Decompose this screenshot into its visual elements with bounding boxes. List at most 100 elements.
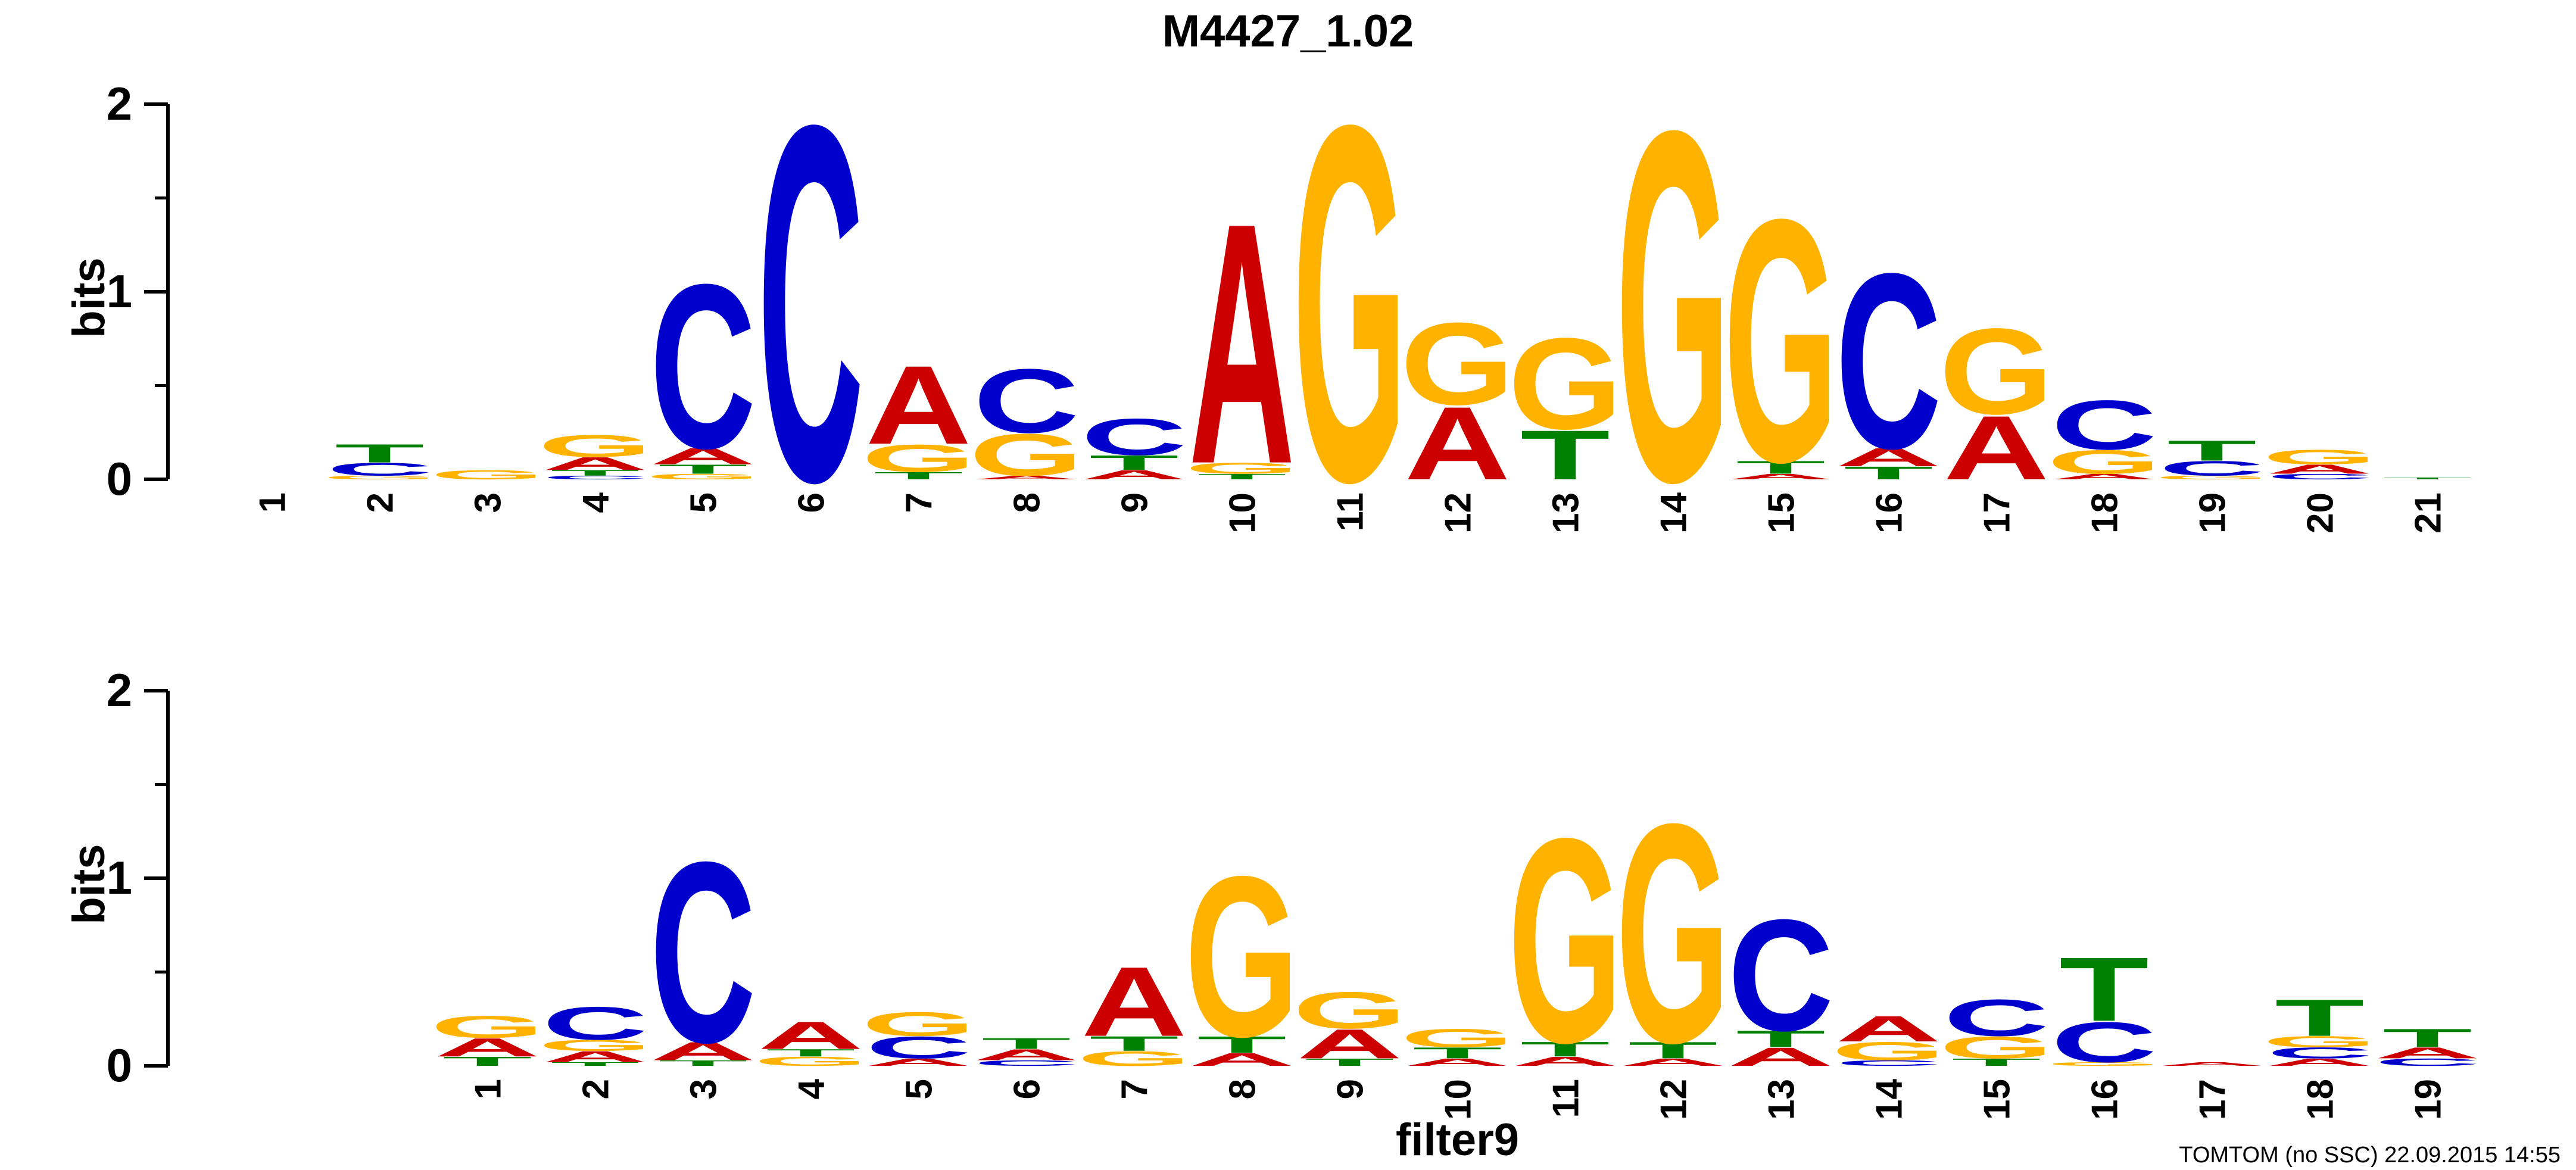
bottom-logo-letter-T: T bbox=[1628, 1037, 1717, 1063]
top-logo-letter-C: C bbox=[1081, 408, 1187, 466]
top-logo-letter-T: T bbox=[550, 469, 640, 478]
top-y-axis-label: bits bbox=[64, 257, 114, 338]
top-logo-letter-C: C bbox=[758, 21, 864, 588]
top-position-label: 18 bbox=[2085, 492, 2126, 533]
top-logo-letter-G: G bbox=[1401, 299, 1515, 430]
top-logo-letter-C: C bbox=[974, 350, 1080, 452]
top-logo-letter-T: T bbox=[1089, 451, 1178, 475]
top-logo-letter-A: A bbox=[866, 343, 972, 467]
bottom-logo-letter-T: T bbox=[1089, 1032, 1178, 1055]
bottom-y-tick-label: 1 bbox=[107, 851, 132, 904]
top-logo-letter-G: G bbox=[969, 422, 1084, 488]
top-position-label: 7 bbox=[899, 492, 940, 513]
bottom-logo-letter-T: T bbox=[2382, 1024, 2472, 1053]
bottom-position-label: 13 bbox=[1761, 1079, 1802, 1120]
bottom-y-tick-label: 0 bbox=[107, 1039, 132, 1091]
bottom-logo-letter-C: C bbox=[650, 808, 756, 1096]
top-y-tick-label: 0 bbox=[107, 453, 132, 505]
bottom-position-label: 17 bbox=[2193, 1079, 2234, 1120]
top-logo-letter-G: G bbox=[538, 429, 653, 464]
bottom-logo-letter-A: A bbox=[1512, 1054, 1618, 1068]
bottom-logo-letter-T: T bbox=[1197, 1031, 1286, 1057]
top-logo-letter-T: T bbox=[2382, 477, 2472, 480]
bottom-logo-letter-A: A bbox=[1189, 1049, 1295, 1069]
top-logo-letter-G: G bbox=[862, 436, 976, 480]
top-logo-letter-G: G bbox=[1724, 147, 1838, 534]
top-logo-letter-G: G bbox=[1185, 460, 1299, 477]
bottom-logo-letter-A: A bbox=[758, 1014, 864, 1057]
top-logo-letter-C: C bbox=[1836, 221, 1942, 501]
bottom-logo-letter-C: C bbox=[2267, 1044, 2373, 1062]
bottom-logo-letter-T: T bbox=[2275, 989, 2364, 1047]
footer-text: TOMTOM (no SSC) 22.09.2015 14:55 bbox=[2179, 1143, 2561, 1168]
top-position-label: 8 bbox=[1007, 492, 1048, 513]
bottom-logo-letter-G: G bbox=[2263, 1033, 2377, 1050]
top-logo-letter-G: G bbox=[1508, 311, 1623, 457]
bottom-logo-letter-T: T bbox=[981, 1035, 1071, 1052]
top-logo-letter-G: G bbox=[646, 472, 760, 481]
top-logo-letter-T: T bbox=[1736, 457, 1825, 478]
top-logo-letter-G: G bbox=[1939, 304, 2054, 440]
top-position-label: 20 bbox=[2300, 492, 2341, 533]
bottom-logo-letter-T: T bbox=[766, 1047, 855, 1059]
top-position-label: 9 bbox=[1115, 492, 1156, 513]
bottom-logo-letter-G: G bbox=[2047, 1061, 2162, 1067]
top-logo-letter-T: T bbox=[335, 439, 424, 468]
bottom-logo-letter-T: T bbox=[1412, 1044, 1502, 1062]
top-position-label: 17 bbox=[1977, 492, 2018, 533]
top-logo-letter-G: G bbox=[2155, 475, 2269, 481]
top-position-label: 21 bbox=[2408, 492, 2449, 533]
bottom-position-label: 6 bbox=[1007, 1079, 1048, 1099]
bottom-logo-letter-A: A bbox=[2375, 1044, 2481, 1062]
top-logo-letter-C: C bbox=[327, 459, 433, 479]
bottom-logo-letter-A: A bbox=[1405, 1056, 1511, 1068]
top-logo-letter-T: T bbox=[874, 470, 963, 482]
top-logo-letter-A: A bbox=[1189, 152, 1295, 536]
bottom-position-label: 1 bbox=[468, 1079, 509, 1099]
bottom-logo-letter-A: A bbox=[1620, 1056, 1726, 1068]
top-logo-letter-G: G bbox=[1616, 27, 1730, 586]
top-position-label: 11 bbox=[1330, 492, 1371, 532]
bottom-logo-letter-C: C bbox=[974, 1059, 1080, 1068]
bottom-y-axis-label: bits bbox=[64, 844, 114, 924]
bottom-position-label: 19 bbox=[2408, 1079, 2449, 1120]
bottom-logo-letter-T: T bbox=[550, 1061, 640, 1067]
top-logo-letter-A: A bbox=[1836, 443, 1942, 472]
bottom-x-axis-label: filter9 bbox=[1396, 1115, 1519, 1165]
bottom-position-label: 14 bbox=[1869, 1078, 1910, 1119]
top-y-tick-label: 1 bbox=[107, 265, 132, 317]
bottom-logo-letter-C: C bbox=[2051, 1010, 2157, 1075]
top-logo-letter-C: C bbox=[2159, 457, 2265, 480]
bottom-position-label: 12 bbox=[1654, 1079, 1695, 1120]
bottom-logo-letter-G: G bbox=[1185, 829, 1299, 1085]
top-y-tick-label: 2 bbox=[107, 77, 132, 130]
bottom-logo-letter-G: G bbox=[1293, 981, 1407, 1040]
bottom-logo-letter-G: G bbox=[1616, 759, 1730, 1107]
top-position-label: 4 bbox=[576, 492, 617, 513]
bottom-logo-letter-C: C bbox=[542, 997, 648, 1049]
bottom-logo-letter-A: A bbox=[2159, 1061, 2265, 1067]
top-logo-letter-G: G bbox=[431, 467, 545, 482]
bottom-logo-letter-A: A bbox=[1836, 1009, 1942, 1049]
bottom-position-label: 9 bbox=[1330, 1079, 1371, 1099]
top-logo-letter-G: G bbox=[323, 475, 437, 481]
bottom-logo-letter-A: A bbox=[2267, 1056, 2373, 1068]
bottom-position-label: 3 bbox=[684, 1079, 725, 1099]
bottom-logo-letter-T: T bbox=[658, 1059, 747, 1068]
bottom-logo-letter-G: G bbox=[431, 1009, 545, 1044]
bottom-logo-letter-A: A bbox=[1297, 1021, 1403, 1067]
bottom-logo-letter-G: G bbox=[754, 1054, 868, 1068]
top-logo-letter-T: T bbox=[2167, 435, 2256, 467]
bottom-logo-letter-G: G bbox=[538, 1037, 653, 1054]
bottom-position-label: 10 bbox=[1438, 1079, 1479, 1120]
bottom-logo-letter-T: T bbox=[1305, 1056, 1394, 1068]
top-logo-letter-G: G bbox=[1293, 21, 1407, 588]
bottom-position-label: 15 bbox=[1977, 1079, 2018, 1120]
top-logo-letter-T: T bbox=[658, 462, 747, 476]
top-logo-letter-C: C bbox=[650, 235, 756, 497]
top-logo-letter-A: A bbox=[2267, 462, 2373, 476]
top-logo-letter-A: A bbox=[1081, 467, 1187, 482]
